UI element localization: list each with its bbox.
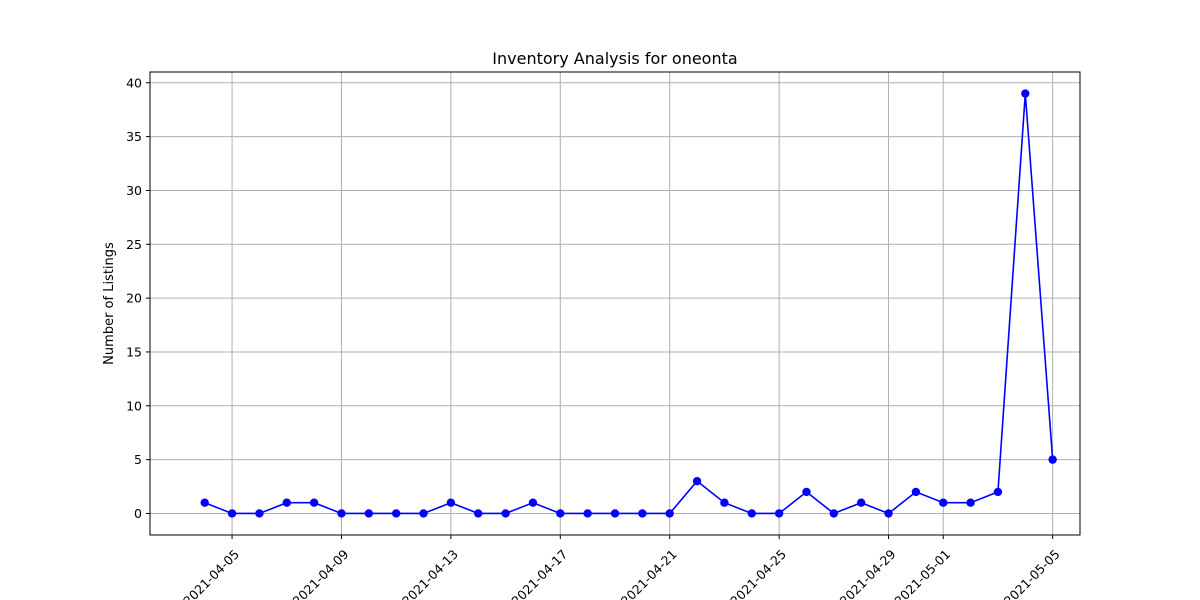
data-point <box>255 509 264 518</box>
series-line <box>200 89 1057 518</box>
y-tick-label: 5 <box>134 452 142 467</box>
data-point <box>227 509 237 518</box>
data-point <box>774 509 784 518</box>
data-point <box>474 509 483 518</box>
x-tick-label: 2021-04-05 <box>180 546 242 600</box>
chart-title: Inventory Analysis for oneonta <box>492 49 737 68</box>
y-tick-label: 10 <box>126 398 142 413</box>
y-tick-label: 30 <box>126 183 142 198</box>
y-tick-label: 20 <box>126 291 142 306</box>
data-point <box>364 509 374 518</box>
data-point <box>911 487 921 497</box>
x-tick-label: 2021-05-01 <box>891 546 953 600</box>
data-point <box>419 509 428 518</box>
y-tick-label: 35 <box>126 129 142 144</box>
data-point <box>1021 89 1030 98</box>
data-point <box>720 498 729 507</box>
y-tick-label: 15 <box>126 344 142 359</box>
data-point <box>856 498 866 507</box>
data-point <box>692 476 702 486</box>
data-point <box>528 498 538 507</box>
data-point <box>966 498 975 507</box>
series-polyline <box>204 93 1054 515</box>
data-point <box>993 487 1003 497</box>
data-point <box>802 487 811 497</box>
x-tick-label: 2021-04-29 <box>837 546 899 600</box>
data-point <box>309 498 319 507</box>
x-tick-label: 2021-04-25 <box>727 546 789 600</box>
axis-ticks: 0 5 10 15 20 25 30 35 40 2021-04-05 2021-04-09 2021… <box>126 75 1063 600</box>
data-point <box>337 509 346 518</box>
data-point <box>282 498 291 507</box>
x-tick-label: 2021-04-21 <box>618 546 680 600</box>
x-tick-label: 2021-05-05 <box>1001 546 1063 600</box>
y-tick-label: 25 <box>126 237 142 252</box>
data-point <box>200 498 209 507</box>
data-point <box>1048 455 1057 464</box>
data-point <box>665 509 674 518</box>
x-tick-label: 2021-04-09 <box>290 546 352 600</box>
grid-lines <box>150 72 1080 535</box>
y-tick-label: 40 <box>126 75 142 90</box>
data-point <box>939 498 948 507</box>
data-point <box>884 509 893 518</box>
y-axis-label: Number of Listings <box>102 242 117 365</box>
data-point <box>638 509 647 518</box>
data-point <box>556 509 565 518</box>
data-point <box>501 509 510 518</box>
data-point <box>583 509 592 518</box>
data-point <box>829 509 839 518</box>
data-point <box>747 509 756 518</box>
plot-area-frame <box>149 71 1081 536</box>
data-point <box>391 509 401 518</box>
data-point <box>610 509 620 518</box>
x-tick-label: 2021-04-13 <box>399 546 461 600</box>
data-point <box>446 498 456 507</box>
y-tick-label: 0 <box>134 506 142 521</box>
x-tick-label: 2021-04-17 <box>508 546 570 600</box>
